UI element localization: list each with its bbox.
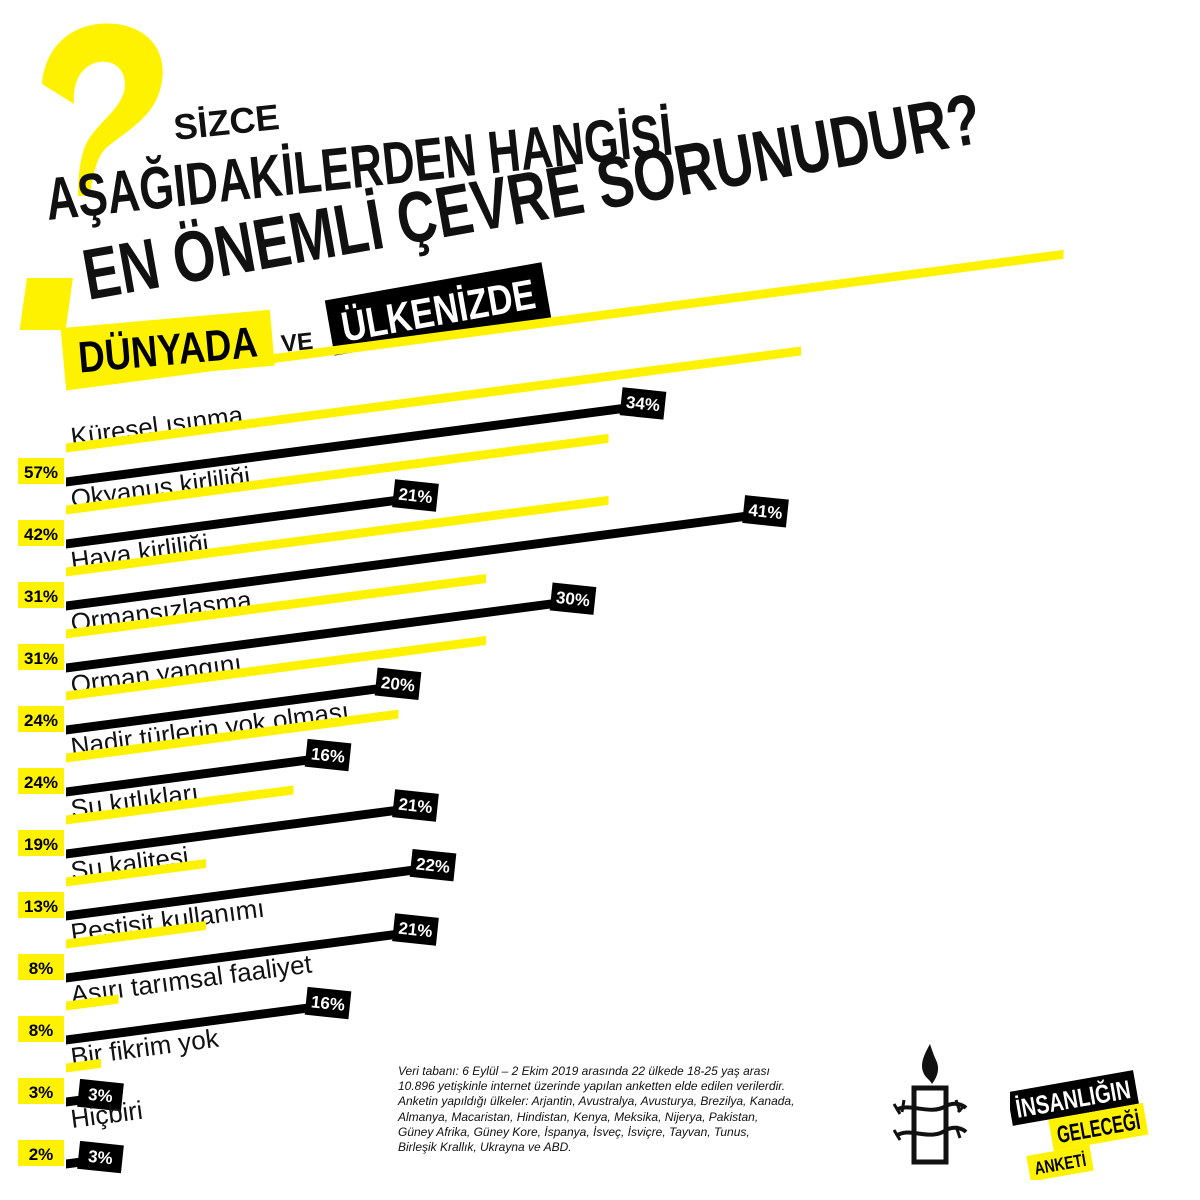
world-bar	[66, 859, 206, 887]
world-value-tag	[18, 1140, 64, 1166]
world-value-tag	[18, 1078, 64, 1104]
world-bar	[66, 994, 119, 1011]
country-value-label: 41%	[748, 501, 784, 523]
world-value-label: 13%	[24, 897, 58, 916]
country-bar	[66, 490, 434, 549]
amnesty-candle-logo-icon	[892, 1044, 968, 1165]
world-value-label: 8%	[29, 1021, 54, 1040]
country-value-tag	[77, 1078, 124, 1112]
world-bar	[66, 433, 609, 515]
world-value-label: 57%	[24, 463, 58, 482]
world-value-tag	[18, 1016, 64, 1042]
country-value-label: 3%	[87, 1147, 113, 1168]
country-value-label: 30%	[555, 588, 591, 610]
country-value-tag	[374, 667, 422, 701]
country-bar	[66, 924, 434, 983]
country-bar	[66, 750, 346, 797]
world-bar	[66, 1058, 101, 1073]
country-value-tag	[392, 913, 439, 946]
data-source-note: Veri tabanı: 6 Eylül – 2 Ekim 2019 arası…	[398, 1064, 888, 1155]
country-value-label: 16%	[310, 992, 346, 1014]
country-value-tag	[549, 582, 597, 615]
country-value-tag	[392, 789, 439, 822]
world-bar	[66, 709, 399, 763]
country-bar	[66, 860, 451, 921]
title-sizce: SİZCE	[172, 96, 282, 148]
world-bar	[66, 921, 206, 949]
world-value-tag	[18, 706, 64, 732]
world-bar	[66, 636, 486, 701]
world-bar	[66, 495, 609, 577]
country-value-tag	[619, 387, 667, 420]
world-value-label: 24%	[24, 773, 58, 792]
country-bar	[66, 398, 661, 487]
world-value-tag	[18, 830, 64, 856]
country-value-tag	[409, 848, 457, 882]
world-value-label: 24%	[24, 711, 58, 730]
footnote-line: 10.896 yetişkinle internet üzerinde yapı…	[398, 1079, 786, 1094]
world-value-label: 31%	[24, 649, 58, 668]
country-value-tag	[304, 986, 352, 1020]
country-value-label: 21%	[398, 919, 434, 941]
world-value-label: 2%	[29, 1145, 54, 1164]
world-value-label: 31%	[24, 587, 58, 606]
country-bar	[66, 679, 416, 735]
country-bar	[66, 800, 434, 859]
world-value-label: 19%	[24, 835, 58, 854]
world-value-label: 8%	[29, 959, 54, 978]
country-value-label: 3%	[87, 1085, 113, 1106]
legend-country-box	[324, 262, 552, 356]
world-value-tag	[18, 644, 64, 670]
world-value-tag	[18, 768, 64, 794]
country-value-label: 22%	[415, 854, 451, 876]
survey-logo-box-1	[1010, 1070, 1139, 1126]
country-value-tag	[304, 738, 352, 772]
country-value-label: 21%	[398, 485, 434, 507]
country-value-tag	[77, 1140, 124, 1174]
footnote-line: Veri tabanı: 6 Eylül – 2 Ekim 2019 arası…	[398, 1064, 770, 1078]
footnote-line: Birleşik Krallık, Ukrayna ve ABD.	[398, 1140, 572, 1155]
country-value-tag	[742, 495, 789, 528]
survey-logo-box-2	[1048, 1102, 1149, 1152]
world-value-tag	[18, 458, 64, 484]
country-value-tag	[392, 479, 439, 512]
footnote-line: Anketin yapıldığı ülkeler: Arjantin, Avu…	[398, 1094, 795, 1109]
world-value-tag	[18, 954, 64, 980]
survey-logo: İNSANLIĞIN GELECEĞİ ANKETİ	[1010, 1070, 1149, 1180]
country-bar	[66, 998, 346, 1045]
world-value-tag	[18, 892, 64, 918]
footnote-line: Güney Afrika, Güney Kore, İspanya, İsveç…	[398, 1124, 750, 1139]
country-value-label: 20%	[380, 673, 416, 695]
footnote-line: Almanya, Macaristan, Hindistan, Kenya, M…	[398, 1109, 759, 1124]
country-value-label: 16%	[310, 744, 346, 766]
country-bar	[66, 594, 591, 673]
world-bar	[66, 346, 801, 453]
country-value-label: 21%	[398, 795, 434, 817]
world-bar	[66, 785, 294, 825]
world-value-tag	[18, 520, 64, 546]
country-value-label: 34%	[625, 393, 661, 415]
world-value-label: 3%	[29, 1083, 54, 1102]
country-bar	[66, 506, 784, 611]
question-mark-icon	[19, 23, 163, 330]
survey-logo-box-3	[1026, 1144, 1094, 1180]
world-value-label: 42%	[24, 525, 58, 544]
world-value-tag	[18, 582, 64, 608]
world-bar	[66, 249, 1064, 391]
world-bar	[66, 574, 486, 639]
